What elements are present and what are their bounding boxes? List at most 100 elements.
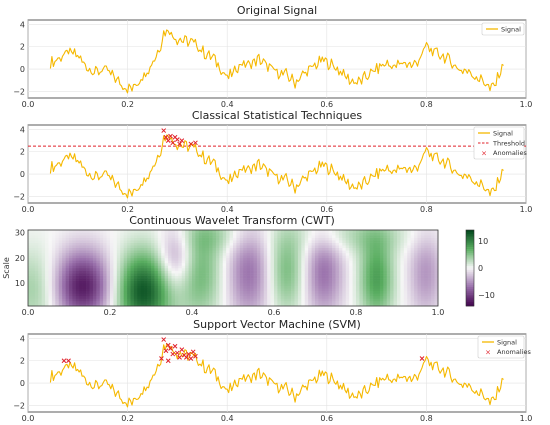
heatmap-cell [352,242,357,246]
heatmap-cell [106,260,111,264]
heatmap-cell [151,273,155,276]
heatmap-cell [267,303,271,307]
heatmap-cell [420,298,425,302]
heatmap-cell [75,285,80,289]
heatmap-cell [161,237,165,241]
heatmap-cell [123,288,128,292]
heatmap-cell [116,300,121,304]
heatmap-cell [318,260,323,264]
heatmap-cell [342,270,347,274]
heatmap-cell [79,293,83,297]
heatmap-cell [144,245,148,249]
heatmap-cell [417,285,422,289]
heatmap-cell [120,250,124,254]
heatmap-cell [69,285,73,289]
heatmap-cell [250,242,254,246]
heatmap-cell [239,268,244,271]
heatmap-cell [82,273,87,276]
heatmap-cell [113,242,118,246]
heatmap-cell [82,283,87,287]
heatmap-cell [157,242,162,246]
heatmap-cell [434,257,439,261]
heatmap-cell [294,283,299,287]
heatmap-cell [301,252,306,256]
heatmap-cell [89,300,94,304]
heatmap-cell [308,250,312,254]
heatmap-cell [383,250,388,254]
heatmap-cell [154,242,159,246]
heatmap-cell [51,293,56,297]
heatmap-cell [250,298,254,302]
heatmap-cell [212,252,217,256]
heatmap-cell [294,285,299,289]
heatmap-cell [75,283,80,287]
heatmap-cell [75,245,80,249]
heatmap-cell [140,252,145,256]
heatmap-cell [45,303,49,307]
heatmap-cell [222,300,227,304]
heatmap-cell [400,255,405,259]
heatmap-cell [362,255,367,259]
heatmap-cell [226,242,230,246]
heatmap-cell [379,298,384,302]
heatmap-cell [246,295,251,299]
heatmap-cell [356,298,360,302]
heatmap-cell [222,265,227,269]
heatmap-cell [243,283,247,287]
heatmap-cell [301,237,306,241]
heatmap-cell [414,235,418,238]
heatmap-cell [72,288,77,292]
heatmap-cell [161,230,165,233]
heatmap-cell [338,278,343,281]
heatmap-cell [287,232,292,236]
heatmap-cell [116,275,121,279]
heatmap-cell [110,273,114,276]
heatmap-cell [106,283,111,287]
heatmap-cell [291,280,295,284]
heatmap-cell [212,268,217,271]
heatmap-cell [431,247,435,251]
heatmap-cell [403,230,408,233]
heatmap-cell [263,255,268,259]
heatmap-cell [239,242,244,246]
heatmap-cell [373,285,377,289]
heatmap-cell [130,303,135,307]
heatmap-cell [277,273,282,276]
anomaly-marker [179,347,185,352]
heatmap-cell [31,250,36,254]
heatmap-cell [209,273,213,276]
heatmap-cell [215,247,220,251]
heatmap-cell [274,288,278,292]
heatmap-cell [55,242,60,246]
heatmap-cell [168,245,172,249]
heatmap-cell [137,293,142,297]
heatmap-cell [253,252,258,256]
heatmap-cell [222,237,227,241]
heatmap-cell [274,298,278,302]
heatmap-cell [390,257,394,261]
heatmap-cell [277,298,282,302]
heatmap-cell [79,232,83,236]
heatmap-cell [250,232,254,236]
heatmap-cell [270,247,275,251]
heatmap-cell [287,262,292,266]
heatmap-cell [151,303,155,307]
heatmap-cell [65,265,70,269]
heatmap-cell [424,235,429,238]
heatmap-cell [356,275,360,279]
heatmap-cell [215,232,220,236]
heatmap-cell [403,300,408,304]
heatmap-cell [86,295,90,299]
heatmap-cell [48,247,53,251]
heatmap-cell [144,300,148,304]
heatmap-cell [263,283,268,287]
heatmap-cell [328,262,333,266]
heatmap-cell [116,290,121,294]
heatmap-cell [311,257,316,261]
heatmap-cell [291,270,295,274]
heatmap-cell [65,242,70,246]
heatmap-cell [79,283,83,287]
heatmap-cell [226,288,230,292]
heatmap-cell [318,275,323,279]
heatmap-cell [154,268,159,271]
